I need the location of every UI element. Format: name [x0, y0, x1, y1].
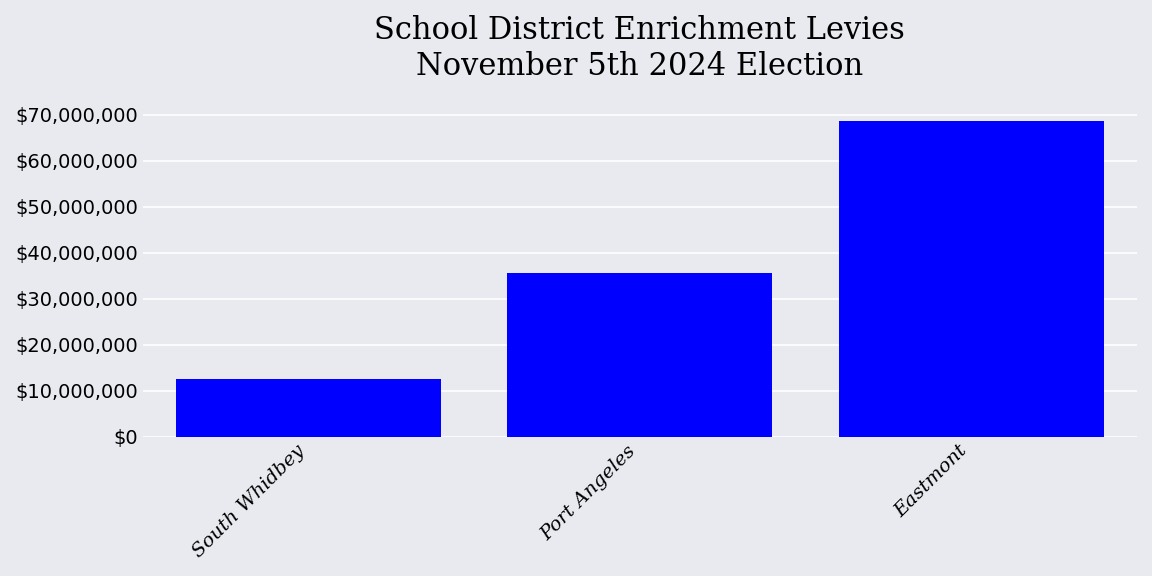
Bar — [507, 274, 773, 437]
Bar — [176, 380, 441, 437]
Bar — [839, 122, 1104, 437]
Title: School District Enrichment Levies
November 5th 2024 Election: School District Enrichment Levies Novemb… — [374, 15, 905, 82]
